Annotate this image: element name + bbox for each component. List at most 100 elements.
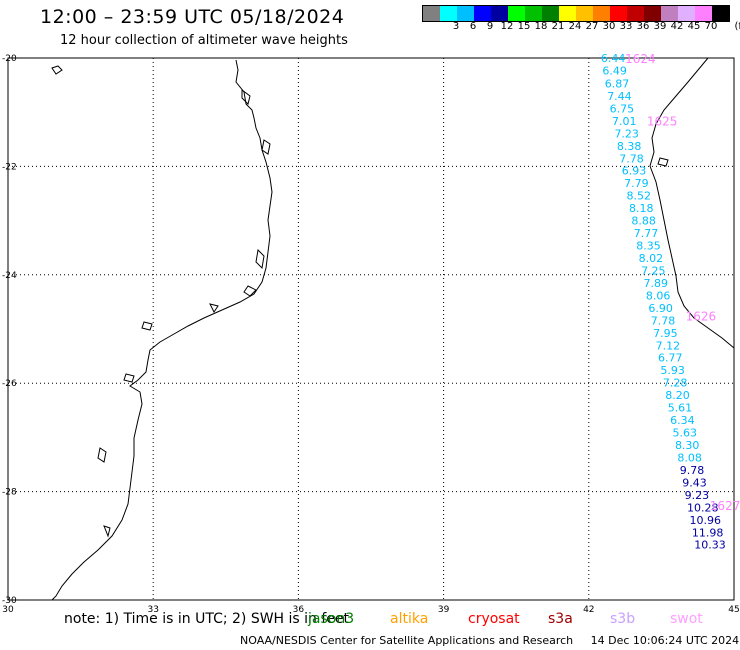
swh-reading: 11.98: [692, 526, 724, 539]
swh-reading: 8.35: [636, 240, 661, 253]
lon-label: 42: [583, 605, 594, 615]
swh-reading: 6.44: [601, 52, 626, 65]
legend-swatch: [508, 6, 525, 21]
swh-reading: 10.96: [689, 514, 721, 527]
page-title: 12:00 – 23:59 UTC 05/18/2024: [40, 6, 345, 28]
legend-label: 45: [687, 21, 701, 32]
swh-reading: 8.20: [665, 389, 690, 402]
legend-label: 30: [602, 21, 616, 32]
legend-swatch: [661, 6, 678, 21]
coastline-madagascar: [649, 57, 735, 349]
swh-reading: 6.77: [658, 352, 683, 365]
legend-label: 24: [568, 21, 582, 32]
swh-reading: 8.88: [631, 215, 656, 228]
note-text: note: 1) Time is in UTC; 2) SWH is in fe…: [64, 611, 350, 627]
legend-swatch: [440, 6, 457, 21]
swh-reading: 7.78: [619, 152, 644, 165]
swh-reading: 8.52: [627, 190, 652, 203]
mission-s3b: s3b: [610, 611, 636, 627]
swh-reading: 6.87: [605, 77, 630, 90]
track-labels: 1624 1625 1626 1627: [625, 52, 740, 513]
swh-reading: 8.30: [675, 439, 700, 452]
lat-label: -20: [2, 54, 17, 64]
legend-label: 70: [704, 21, 718, 32]
mission-altika: altika: [390, 611, 429, 627]
lon-label: 30: [2, 605, 14, 615]
swh-reading: 7.25: [641, 264, 666, 277]
swh-reading: 9.23: [685, 489, 710, 502]
track-label: 1627: [710, 499, 740, 513]
coastline-africa: [51, 59, 273, 601]
swh-reading: 8.02: [639, 252, 664, 265]
map-grid: [8, 58, 734, 600]
swh-reading: 7.79: [624, 177, 649, 190]
swh-reading: 7.77: [634, 227, 659, 240]
legend-swatch: [712, 6, 729, 21]
lon-label: 39: [438, 605, 450, 615]
mission-swot: swot: [670, 611, 703, 627]
swh-reading: 5.61: [668, 402, 693, 415]
swh-reading: 9.43: [682, 476, 707, 489]
swh-reading: 6.49: [602, 64, 627, 77]
swh-reading: 7.89: [643, 277, 668, 290]
swh-reading: 7.44: [607, 90, 632, 103]
lat-label: -22: [2, 162, 17, 172]
lat-label: -24: [2, 271, 17, 281]
swh-reading: 6.93: [622, 165, 647, 178]
legend-swatch: [542, 6, 559, 21]
legend-swatch: [644, 6, 661, 21]
swh-readings: 6.446.496.877.446.757.017.238.387.786.93…: [601, 52, 726, 552]
legend-swatch: [525, 6, 542, 21]
legend-swatch: [474, 6, 491, 21]
legend-label: 27: [585, 21, 599, 32]
swh-reading: 7.12: [656, 339, 681, 352]
footer-timestamp: 14 Dec 10:06:24 UTC 2024: [590, 634, 740, 647]
legend-label: 39: [653, 21, 667, 32]
note-line: note: 1) Time is in UTC; 2) SWH is in fe…: [0, 611, 740, 631]
track-label: 1626: [686, 309, 717, 323]
lon-label: 45: [728, 605, 739, 615]
swh-reading: 10.33: [694, 539, 726, 552]
legend-unit: (ft): [734, 21, 740, 32]
swh-reading: 6.34: [670, 414, 695, 427]
swh-reading: 10.28: [687, 501, 719, 514]
legend-swatch: [491, 6, 508, 21]
legend-swatch: [423, 6, 440, 21]
map-frame: [7, 57, 735, 601]
swh-reading: 5.63: [673, 427, 698, 440]
footer-credit-text: NOAA/NESDIS Center for Satellite Applica…: [240, 634, 574, 647]
legend-label: 9: [486, 21, 494, 32]
track-label: 1624: [625, 52, 656, 66]
legend-label: 3: [452, 21, 460, 32]
legend-swatch: [678, 6, 695, 21]
swh-reading: 6.75: [610, 102, 635, 115]
legend-label: 18: [534, 21, 548, 32]
footer-credit: NOAA/NESDIS Center for Satellite Applica…: [240, 634, 739, 647]
lat-label: -30: [2, 596, 17, 606]
legend-swatch: [627, 6, 644, 21]
swh-reading: 7.01: [612, 115, 637, 128]
legend-swatch: [695, 6, 712, 21]
legend-label: 6: [469, 21, 477, 32]
swh-reading: 7.78: [651, 314, 676, 327]
swh-reading: 7.28: [663, 377, 688, 390]
legend-label: 42: [670, 21, 684, 32]
swh-reading: 9.78: [680, 464, 705, 477]
legend-swatch: [610, 6, 627, 21]
legend-swatch: [457, 6, 474, 21]
legend-label: 15: [517, 21, 531, 32]
page-subtitle: 12 hour collection of altimeter wave hei…: [60, 33, 348, 48]
lat-label: -28: [2, 488, 17, 498]
legend-swatch: [593, 6, 610, 21]
swh-reading: 8.18: [629, 202, 654, 215]
swh-reading: 6.90: [648, 302, 673, 315]
legend-label: 21: [551, 21, 565, 32]
lon-label: 36: [293, 605, 305, 615]
swh-reading: 8.08: [677, 451, 702, 464]
color-legend-bar: [422, 5, 730, 22]
mission-cryosat: cryosat: [468, 611, 520, 627]
legend-swatch: [576, 6, 593, 21]
